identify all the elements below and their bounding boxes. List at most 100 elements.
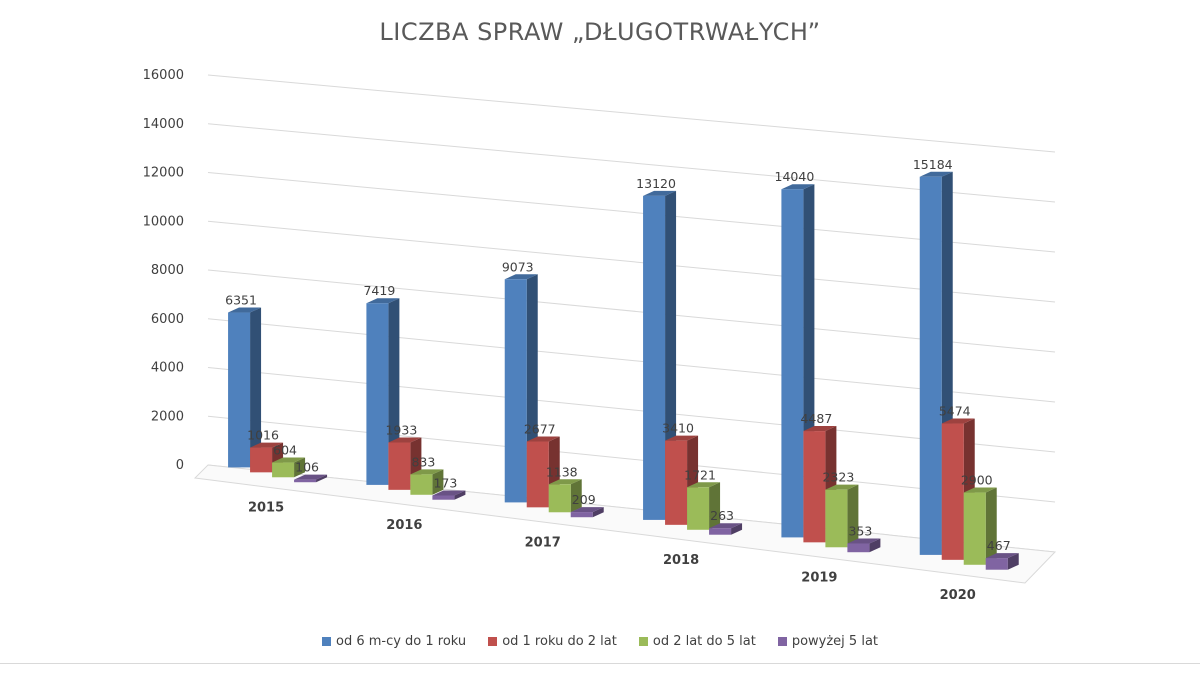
legend-label-4: powyżej 5 lat (791, 634, 879, 649)
bar-top (709, 523, 743, 529)
y-tick-label: 12000 (143, 166, 184, 181)
bar (985, 558, 1008, 570)
bar-top (410, 469, 444, 475)
bar-top (919, 171, 953, 177)
x-tick-label: 2019 (801, 570, 837, 585)
legend-swatch-1 (321, 637, 331, 646)
gridline (207, 74, 1056, 153)
data-label: 15184 (913, 157, 953, 172)
x-tick-label: 2016 (386, 518, 422, 533)
bar-top (388, 437, 422, 443)
y-tick-label: 14000 (143, 117, 184, 132)
bar-side (454, 490, 466, 500)
data-label: 9073 (502, 259, 534, 274)
bar-side (869, 538, 881, 553)
gridline (207, 172, 1056, 253)
bar (665, 440, 688, 525)
bar-top (847, 538, 881, 544)
bar-top (548, 479, 582, 485)
y-tick-label: 10000 (143, 214, 184, 229)
bar-top (643, 190, 677, 196)
data-label: 106 (295, 460, 319, 475)
y-tick-label: 8000 (151, 263, 184, 278)
gridline (207, 367, 1056, 453)
bar (294, 479, 317, 483)
bar-top (985, 553, 1019, 559)
x-tick-label: 2015 (248, 500, 284, 515)
legend-swatch-4 (777, 637, 787, 646)
chart-floor (193, 464, 1057, 584)
gridline (207, 318, 1056, 403)
bar (388, 442, 411, 490)
y-tick-label: 4000 (151, 361, 184, 376)
gridline (207, 415, 1056, 503)
bar-side (294, 457, 306, 478)
bar (847, 543, 870, 553)
bar (941, 423, 964, 560)
bar (781, 189, 804, 538)
bar (919, 176, 942, 555)
bar (410, 474, 433, 495)
bar-side (985, 487, 997, 565)
legend-swatch-2 (488, 637, 498, 646)
data-label: 209 (572, 492, 596, 507)
legend-item-1: od 6 m-cy do 1 roku (321, 634, 467, 649)
bar-top (963, 487, 997, 493)
data-label: 833 (411, 454, 435, 469)
bar-top (294, 474, 328, 480)
bar-top (687, 482, 721, 488)
data-label: 14040 (775, 169, 815, 184)
bar-top (272, 457, 306, 463)
legend-item-3: od 2 lat do 5 lat (638, 634, 756, 649)
bar (687, 487, 710, 530)
bar (366, 303, 389, 485)
data-label: 1138 (546, 464, 578, 479)
y-tick-label: 0 (176, 458, 184, 473)
bar (825, 489, 848, 548)
bar (963, 492, 986, 565)
bar-side (847, 484, 859, 548)
bar (526, 441, 549, 508)
chart-title: LICZBA SPRAW „DŁUGOTRWAŁYCH” (379, 18, 821, 46)
data-label: 1721 (684, 467, 716, 482)
bar (432, 495, 455, 500)
legend-item-4: powyżej 5 lat (777, 634, 879, 649)
bar-side (432, 469, 444, 495)
bar-top (526, 436, 560, 442)
bar (803, 431, 826, 543)
legend-label-1: od 6 m-cy do 1 roku (335, 634, 467, 649)
bottom-divider (0, 663, 1200, 664)
bar-top (825, 484, 859, 490)
bar-top (504, 274, 538, 280)
bar-top (941, 418, 975, 424)
bar-side (1007, 553, 1019, 570)
data-label: 3410 (662, 421, 694, 436)
data-label: 1016 (247, 428, 279, 443)
gridline (207, 123, 1056, 203)
legend-label-3: od 2 lat do 5 lat (652, 634, 756, 649)
bar-side (316, 474, 328, 483)
bar (228, 312, 251, 468)
data-label: 13120 (636, 176, 676, 191)
y-tick-label: 2000 (151, 409, 184, 424)
bar (250, 447, 273, 473)
bar-side (709, 482, 721, 530)
data-label: 263 (710, 508, 734, 523)
x-tick-label: 2020 (940, 588, 976, 603)
x-tick-label: 2017 (525, 535, 561, 550)
gridline (207, 220, 1056, 303)
x-tick-label: 2018 (663, 553, 699, 568)
bar-top (250, 442, 284, 448)
bar (709, 528, 732, 535)
legend-swatch-3 (638, 637, 648, 646)
bar (504, 279, 527, 503)
data-label: 2323 (822, 470, 854, 485)
data-label: 5474 (939, 404, 971, 419)
bar-top (432, 490, 466, 496)
bar-top (665, 435, 699, 441)
bar-side (731, 523, 743, 535)
bar-top (366, 298, 400, 304)
data-label: 353 (848, 523, 872, 538)
y-tick-label: 6000 (151, 312, 184, 327)
